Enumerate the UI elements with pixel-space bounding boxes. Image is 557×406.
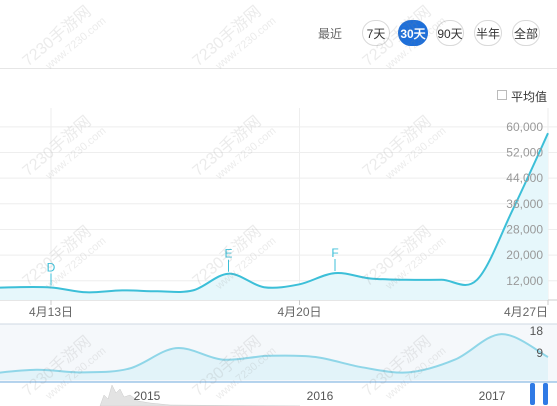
y-tick-label: 12,000	[506, 274, 543, 288]
x-tick-label: 4月27日	[504, 305, 548, 319]
navigator-handle-left[interactable]	[530, 383, 535, 405]
average-checkbox[interactable]	[497, 90, 507, 100]
range-button-30d[interactable]: 30天	[398, 20, 428, 46]
range-prefix-label: 最近	[318, 27, 343, 41]
series-line	[0, 132, 549, 294]
event-marker-label[interactable]: E	[224, 247, 232, 261]
navigator-line	[0, 333, 549, 374]
y-tick-label: 52,000	[506, 145, 543, 159]
average-label: 平均值	[511, 90, 548, 104]
y-tick-label: 36,000	[506, 197, 543, 211]
navigator-x-tick-label: 2017	[479, 389, 506, 403]
navigator-x-tick-label: 2015	[134, 389, 161, 403]
event-marker-label[interactable]: D	[47, 260, 56, 274]
range-button-7d[interactable]: 7天	[362, 20, 390, 46]
range-toolbar: 最近 7天 30天 90天 半年 全部	[0, 0, 557, 68]
navigator-y-tick-label: 9	[536, 346, 543, 360]
series-area	[0, 133, 548, 300]
main-chart: D E F 12,000 20,000 28,000 36,000 44,000 52,000…	[0, 108, 557, 319]
toolbar-divider	[0, 68, 557, 69]
y-tick-label: 60,000	[506, 120, 543, 134]
x-tick-label: 4月20日	[277, 305, 321, 319]
y-tick-label: 44,000	[506, 171, 543, 185]
y-tick-label: 28,000	[506, 222, 543, 236]
range-button-all[interactable]: 全部	[512, 20, 540, 46]
range-button-half-year[interactable]: 半年	[474, 20, 502, 46]
event-marker-label[interactable]: F	[331, 246, 338, 260]
history-sparkline	[99, 384, 301, 406]
y-tick-label: 20,000	[506, 248, 543, 262]
navigator-handle-right[interactable]	[543, 383, 548, 405]
navigator-area	[0, 334, 548, 380]
x-tick-label: 4月13日	[29, 305, 73, 319]
navigator-y-tick-label: 18	[530, 324, 544, 338]
navigator-chart: 18 9 2015 2016 2017	[0, 323, 557, 406]
range-button-90d[interactable]: 90天	[436, 20, 464, 46]
navigator-x-tick-label: 2016	[307, 389, 334, 403]
